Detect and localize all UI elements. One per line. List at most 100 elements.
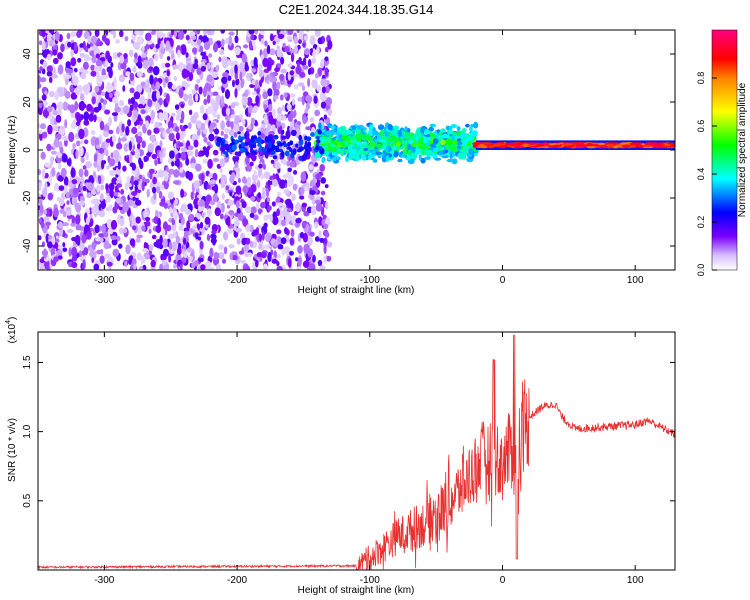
noise-cell <box>312 177 316 186</box>
noise-cell <box>132 65 137 73</box>
noise-cell <box>180 118 184 124</box>
noise-cell <box>158 31 163 39</box>
noise-cell <box>118 99 125 107</box>
noise-cell <box>106 261 113 267</box>
noise-cell <box>125 125 130 136</box>
noise-cell <box>300 186 305 196</box>
noise-cell <box>302 57 307 67</box>
noise-cell <box>321 86 326 94</box>
noise-cell <box>245 237 251 245</box>
band-cell <box>450 124 458 128</box>
noise-cell <box>52 49 58 56</box>
noise-cell <box>211 186 218 191</box>
noise-cell <box>138 157 142 166</box>
noise-cell <box>67 229 74 233</box>
band-cell <box>441 155 449 159</box>
noise-cell <box>109 30 116 35</box>
band-cell <box>359 147 364 152</box>
noise-cell <box>52 57 59 65</box>
noise-cell <box>145 120 150 129</box>
noise-cell <box>211 229 217 235</box>
noise-cell <box>166 128 171 134</box>
noise-cell <box>62 101 69 111</box>
noise-cell <box>51 150 57 155</box>
noise-cell <box>111 112 119 117</box>
noise-cell <box>303 243 310 254</box>
noise-cell <box>192 63 199 70</box>
noise-cell <box>112 135 117 143</box>
noise-cell <box>301 202 307 208</box>
noise-cell <box>324 184 329 189</box>
noise-cell <box>66 32 71 40</box>
noise-cell <box>309 231 315 237</box>
noise-cell <box>189 31 196 37</box>
noise-cell <box>98 210 106 218</box>
band-cell <box>467 135 473 141</box>
noise-cell <box>41 30 46 38</box>
noise-cell <box>211 71 219 79</box>
noise-cell <box>48 175 53 184</box>
noise-cell <box>229 191 233 197</box>
noise-cell <box>197 236 202 241</box>
band-cell <box>273 134 279 140</box>
band-cell <box>344 141 349 146</box>
band-cell <box>334 132 342 136</box>
band-cell <box>367 155 372 160</box>
noise-cell <box>168 168 175 175</box>
noise-cell <box>295 217 302 224</box>
noise-cell <box>273 88 280 97</box>
snr-multiplier: (x104) <box>5 317 18 344</box>
noise-cell <box>262 91 269 100</box>
noise-cell <box>286 208 292 213</box>
noise-cell <box>78 30 83 37</box>
band-cell <box>412 146 416 153</box>
noise-cell <box>220 120 226 131</box>
noise-cell <box>132 225 137 231</box>
noise-cell <box>48 235 53 240</box>
noise-cell <box>303 35 308 41</box>
noise-cell <box>102 130 109 138</box>
noise-cell <box>157 38 161 46</box>
noise-cell <box>134 30 140 35</box>
noise-cell <box>298 39 302 45</box>
noise-cell <box>310 205 317 216</box>
noise-cell <box>47 105 53 113</box>
noise-cell <box>72 143 76 149</box>
noise-cell <box>236 207 241 214</box>
noise-cell <box>145 220 151 227</box>
noise-cell <box>272 40 276 46</box>
noise-cell <box>95 144 101 149</box>
noise-cell <box>41 40 46 51</box>
noise-cell <box>126 175 130 186</box>
noise-cell <box>294 45 298 54</box>
band-cell <box>238 135 242 142</box>
noise-cell <box>309 263 316 270</box>
noise-cell <box>249 240 254 248</box>
band-cell <box>420 157 426 164</box>
noise-cell <box>165 62 171 68</box>
noise-cell <box>90 35 97 45</box>
noise-cell <box>226 216 231 227</box>
noise-cell <box>77 84 83 95</box>
noise-cell <box>277 107 282 115</box>
band-cell <box>579 144 588 148</box>
noise-cell <box>284 46 290 53</box>
noise-cell <box>327 108 333 116</box>
noise-cell <box>256 88 260 95</box>
noise-cell <box>100 184 105 191</box>
noise-cell <box>93 153 98 164</box>
noise-cell <box>135 237 141 243</box>
noise-cell <box>58 185 65 192</box>
noise-cell <box>145 216 151 222</box>
noise-cell <box>219 168 223 174</box>
band-cell <box>473 130 478 136</box>
noise-cell <box>198 199 205 207</box>
band-cell <box>331 152 338 156</box>
noise-cell <box>38 195 43 204</box>
y-tick-label: -40 <box>22 238 33 253</box>
noise-cell <box>201 212 205 219</box>
noise-cell <box>307 236 313 246</box>
noise-cell <box>166 70 170 77</box>
band-cell <box>541 142 550 146</box>
noise-cell <box>287 167 293 173</box>
